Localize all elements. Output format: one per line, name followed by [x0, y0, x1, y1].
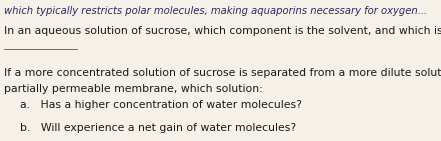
Text: partially permeable membrane, which solution:: partially permeable membrane, which solu…: [4, 84, 262, 94]
Text: b.   Will experience a net gain of water molecules?: b. Will experience a net gain of water m…: [20, 123, 296, 133]
Text: a.   Has a higher concentration of water molecules?: a. Has a higher concentration of water m…: [20, 100, 302, 110]
Text: If a more concentrated solution of sucrose is separated from a more dilute solut: If a more concentrated solution of sucro…: [4, 68, 441, 78]
Text: which typically restricts polar molecules, making aquaporins necessary for oxyge: which typically restricts polar molecule…: [4, 5, 427, 16]
Text: In an aqueous solution of sucrose, which component is the solvent, and which is : In an aqueous solution of sucrose, which…: [4, 26, 441, 36]
